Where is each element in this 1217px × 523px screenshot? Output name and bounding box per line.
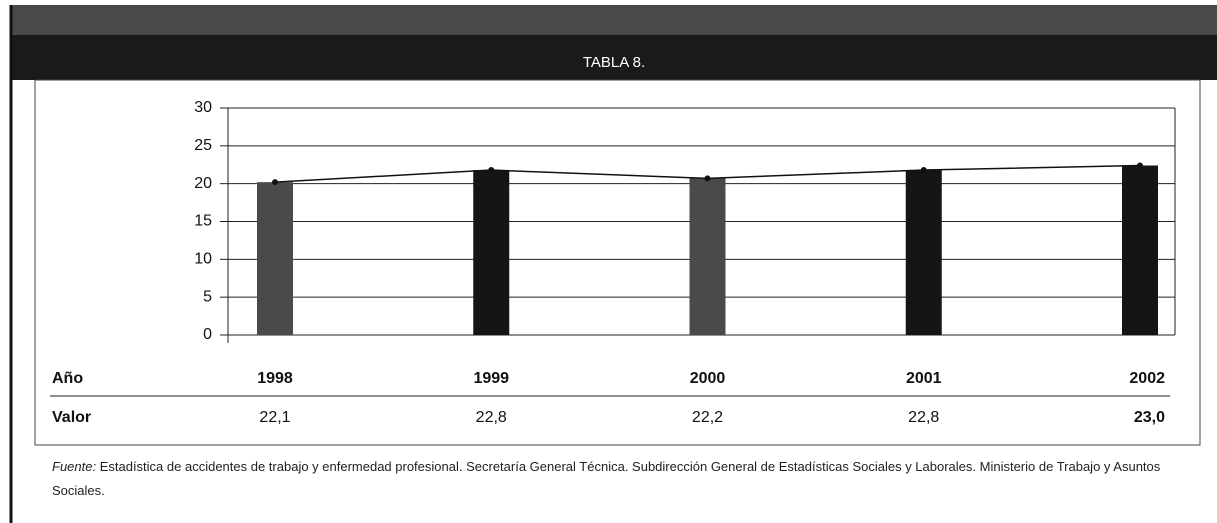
table-value: 23,0	[1134, 409, 1165, 426]
y-tick-label: 0	[203, 326, 212, 343]
y-tick-label: 20	[194, 175, 212, 192]
bar	[1122, 165, 1158, 335]
bar	[905, 170, 942, 335]
chart-box	[34, 79, 1201, 446]
header-texture	[10, 5, 1217, 35]
table-value: 22,8	[908, 409, 939, 426]
y-tick-label: 30	[194, 99, 212, 116]
y-tick-label: 10	[194, 251, 212, 268]
source-text: Estadística de accidentes de trabajo y e…	[52, 459, 1161, 498]
table-value: 22,2	[692, 409, 723, 426]
x-category-label: 1999	[473, 370, 509, 387]
marker	[488, 167, 495, 174]
table-value: 22,8	[476, 409, 507, 426]
x-category-label: 1998	[257, 370, 293, 387]
row-label: Año	[52, 370, 83, 387]
table-value: 22,1	[259, 409, 290, 426]
x-category-label: 2001	[906, 370, 942, 387]
marker	[272, 179, 278, 186]
x-category-label: 2002	[1129, 370, 1165, 387]
bar	[689, 178, 726, 335]
y-tick-label: 15	[194, 213, 212, 230]
bar	[473, 170, 510, 335]
x-category-label: 2000	[690, 370, 726, 387]
marker	[704, 175, 711, 182]
chart-title: TABLA 8.	[583, 54, 645, 71]
bar	[257, 182, 293, 335]
marker	[920, 167, 927, 174]
y-tick-label: 25	[194, 137, 212, 154]
footer: Fuente: Estadística de accidentes de tra…	[52, 455, 1182, 503]
source-label: Fuente:	[52, 459, 97, 474]
y-tick-label: 5	[203, 288, 212, 305]
marker	[1137, 162, 1143, 169]
row-label: Valor	[52, 409, 91, 426]
